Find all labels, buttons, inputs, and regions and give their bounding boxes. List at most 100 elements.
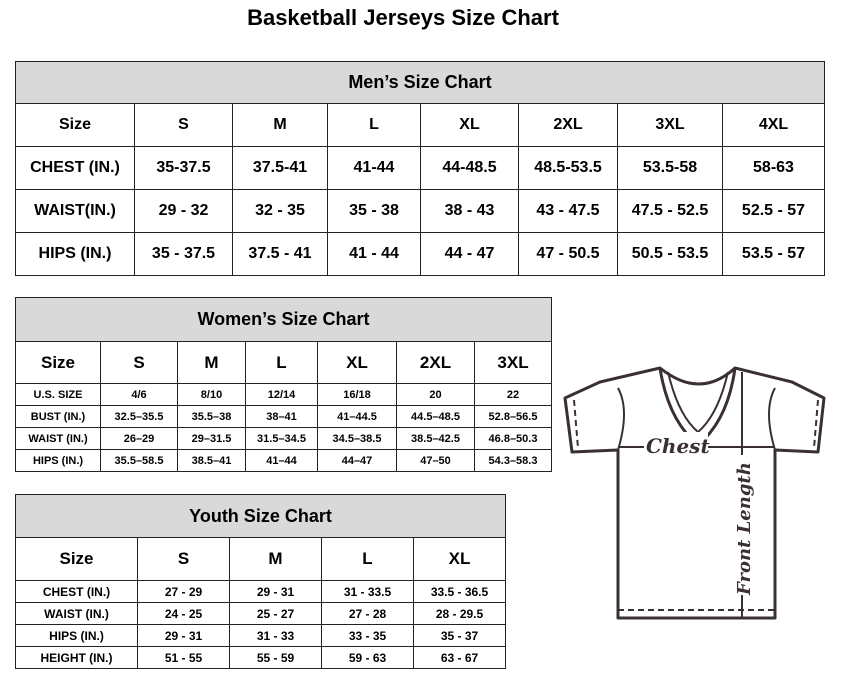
table-cell: 44 - 47 [420,232,519,276]
mens-size-table: Men’s Size Chart Size S M L XL 2XL 3XL 4XL CHEST … [15,61,825,276]
table-row: WAIST(IN.) 29 - 32 32 - 35 35 - 38 38 - 43 43… [15,189,825,233]
header-row: Size S M L XL 2XL 3XL [15,341,553,384]
table-cell: 38 - 43 [420,189,519,233]
table-cell: 41–44.5 [317,405,397,428]
table-cell: 52.8–56.5 [473,405,553,428]
table-row: HIPS (IN.) 35 - 37.5 37.5 - 41 41 - 44 44 - … [15,232,825,276]
header-cell: M [232,103,328,147]
sleeve-seam-right [768,387,776,451]
header-row: Size S M L XL [15,537,507,581]
table-cell: 41-44 [327,146,421,190]
table-cell: 48.5-53.5 [518,146,618,190]
table-cell: 47.5 - 52.5 [617,189,723,233]
header-cell: 3XL [473,341,553,384]
header-cell: M [177,341,246,384]
table-cell: 35 - 37.5 [134,232,233,276]
table-cell: 33.5 - 36.5 [412,580,507,603]
table-cell: 52.5 - 57 [722,189,825,233]
table-cell: 12/14 [245,383,318,406]
table-cell: 44.5–48.5 [396,405,475,428]
table-cell: 58-63 [722,146,825,190]
table-cell: 32.5–35.5 [100,405,178,428]
row-label: WAIST(IN.) [15,189,135,233]
header-cell: L [245,341,318,384]
table-row: BUST (IN.) 32.5–35.5 35.5–38 38–41 41–44.5 44… [15,405,553,428]
table-cell: 32 - 35 [232,189,328,233]
table-row: CHEST (IN.) 35-37.5 37.5-41 41-44 44-48.5 48.… [15,146,825,190]
table-cell: 31 - 33 [229,624,322,647]
header-cell: Size [15,103,135,147]
table-cell: 63 - 67 [412,646,507,669]
header-cell: S [134,103,233,147]
table-row: HIPS (IN.) 29 - 31 31 - 33 33 - 35 35 - 37 [15,624,507,647]
table-cell: 4/6 [100,383,178,406]
row-label: HEIGHT (IN.) [15,646,138,669]
header-cell: L [321,537,414,581]
table-cell: 34.5–38.5 [317,427,397,450]
header-cell: 4XL [722,103,825,147]
row-label: WAIST (IN.) [15,602,138,625]
table-cell: 47–50 [396,449,475,472]
table-cell: 8/10 [177,383,246,406]
table-cell: 22 [473,383,553,406]
table-cell: 51 - 55 [137,646,230,669]
table-cell: 20 [396,383,475,406]
table-cell: 44-48.5 [420,146,519,190]
header-cell: 3XL [617,103,723,147]
shirt-outline [563,366,826,620]
table-cell: 27 - 28 [321,602,414,625]
table-cell: 29 - 31 [137,624,230,647]
table-cell: 59 - 63 [321,646,414,669]
table-cell: 44–47 [317,449,397,472]
header-cell: S [137,537,230,581]
row-label: CHEST (IN.) [15,580,138,603]
table-row: U.S. SIZE 4/6 8/10 12/14 16/18 20 22 [15,383,553,406]
table-cell: 35 - 37 [412,624,507,647]
youth-size-table: Youth Size Chart Size S M L XL CHEST (IN.) 27 -… [14,494,507,669]
chest-label: Chest [646,434,710,458]
header-cell: M [229,537,322,581]
front-length-label: Front Length [734,462,755,596]
page-title: Basketball Jerseys Size Chart [247,5,559,30]
table-cell: 29 - 32 [134,189,233,233]
row-label: HIPS (IN.) [15,624,138,647]
header-cell: S [100,341,178,384]
table-row: HEIGHT (IN.) 51 - 55 55 - 59 59 - 63 63 - 67 [15,646,507,669]
table-cell: 25 - 27 [229,602,322,625]
table-cell: 28 - 29.5 [412,602,507,625]
table-cell: 29–31.5 [177,427,246,450]
row-label: U.S. SIZE [15,383,101,406]
header-row: Size S M L XL 2XL 3XL 4XL [15,103,825,147]
header-cell: 2XL [518,103,618,147]
table-cell: 46.8–50.3 [473,427,553,450]
table-cell: 35 - 38 [327,189,421,233]
table-cell: 38.5–42.5 [396,427,475,450]
sleeve-seam-left [617,387,625,451]
table-row: CHEST (IN.) 27 - 29 29 - 31 31 - 33.5 33.5 -… [15,580,507,603]
table-cell: 35-37.5 [134,146,233,190]
table-cell: 26–29 [100,427,178,450]
header-cell: 2XL [396,341,475,384]
row-label: CHEST (IN.) [15,146,135,190]
womens-size-table: Women’s Size Chart Size S M L XL 2XL 3XL U.S. SI… [14,297,553,472]
table-cell: 37.5-41 [232,146,328,190]
row-label: BUST (IN.) [15,405,101,428]
row-label: HIPS (IN.) [15,449,101,472]
header-cell: Size [15,341,101,384]
tshirt-diagram: Chest Front Length [563,366,826,620]
women-caption: Women’s Size Chart [14,297,553,342]
table-cell: 16/18 [317,383,397,406]
table-cell: 35.5–38 [177,405,246,428]
row-label: WAIST (IN.) [15,427,101,450]
table-cell: 31 - 33.5 [321,580,414,603]
table-cell: 53.5-58 [617,146,723,190]
header-cell: Size [15,537,138,581]
men-caption: Men’s Size Chart [15,61,825,104]
table-cell: 55 - 59 [229,646,322,669]
table-cell: 29 - 31 [229,580,322,603]
header-cell: XL [412,537,507,581]
youth-caption: Youth Size Chart [14,494,507,538]
table-cell: 38.5–41 [177,449,246,472]
row-label: HIPS (IN.) [15,232,135,276]
table-cell: 54.3–58.3 [473,449,553,472]
